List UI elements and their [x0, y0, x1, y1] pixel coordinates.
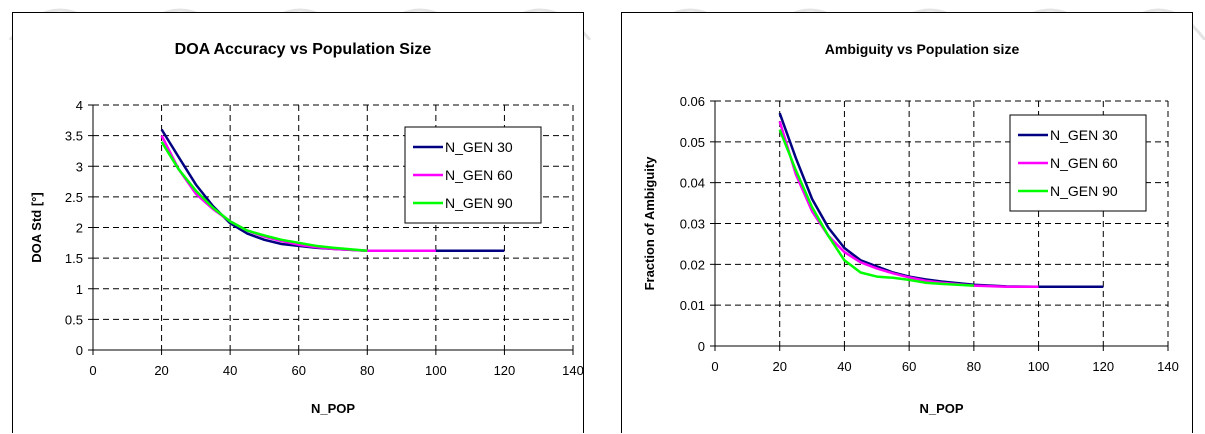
x-tick-label: 120: [494, 363, 516, 378]
legend-label: N_GEN 90: [1050, 183, 1118, 199]
y-tick-label: 2.5: [65, 190, 83, 205]
x-axis-label: N_POP: [311, 401, 355, 416]
x-tick-label: 0: [711, 359, 718, 374]
legend-label: N_GEN 60: [445, 167, 513, 183]
y-tick-label: 0.04: [680, 176, 705, 191]
x-tick-label: 60: [291, 363, 305, 378]
x-tick-label: 20: [772, 359, 786, 374]
chart-panel-ambiguity: Ambiguity vs Population size 0 20 40 60 80 100…: [621, 12, 1193, 433]
y-tick-label: 3.5: [65, 129, 83, 144]
x-tick-label: 40: [223, 363, 237, 378]
chart-title: Ambiguity vs Population size: [825, 41, 1020, 57]
ambiguity-chart: Ambiguity vs Population size 0 20 40 60 80 100…: [642, 41, 1179, 416]
y-axis-label: DOA Std [°]: [29, 192, 44, 262]
y-tick-label: 2: [76, 221, 83, 236]
x-axis-label: N_POP: [919, 401, 963, 416]
y-tick-label: 0: [698, 339, 705, 354]
y-tick-label: 0.05: [680, 135, 705, 150]
x-tick-label: 0: [89, 363, 96, 378]
legend: N_GEN 30 N_GEN 60 N_GEN 90: [1009, 114, 1147, 212]
y-tick-label: 1.5: [65, 251, 83, 266]
x-tick-label: 40: [837, 359, 851, 374]
legend-label: N_GEN 30: [445, 139, 513, 155]
y-tick-label: 4: [76, 98, 83, 113]
chart-title: DOA Accuracy vs Population Size: [175, 41, 432, 58]
legend-label: N_GEN 30: [1050, 127, 1118, 143]
x-tick-label: 20: [154, 363, 168, 378]
series-line-n-gen-90: [778, 129, 974, 287]
y-axis-label: Fraction of Ambiguity: [642, 156, 657, 291]
legend-label: N_GEN 90: [445, 195, 513, 211]
y-tick-label: 0: [76, 343, 83, 358]
series-line-n-gen-90: [160, 141, 368, 253]
x-tick-label: 80: [360, 363, 374, 378]
legend-label: N_GEN 60: [1050, 155, 1118, 171]
y-tick-label: 0.5: [65, 312, 83, 327]
x-tick-label: 140: [562, 363, 584, 378]
y-tick-label: 0.01: [680, 298, 705, 313]
y-tick-label: 3: [76, 159, 83, 174]
x-tick-label: 60: [902, 359, 916, 374]
y-tick-label: 1: [76, 282, 83, 297]
x-tick-label: 140: [1157, 359, 1179, 374]
x-tick-label: 120: [1092, 359, 1114, 374]
x-tick-label: 100: [1028, 359, 1050, 374]
y-tick-label: 0.03: [680, 217, 705, 232]
y-tick-label: 0.02: [680, 257, 705, 272]
x-tick-label: 100: [425, 363, 447, 378]
legend: N_GEN 30 N_GEN 60 N_GEN 90: [404, 126, 542, 224]
chart-panel-doa-accuracy: DOA Accuracy vs Population Size 0 20 40 60 80…: [12, 12, 584, 433]
y-tick-label: 0.06: [680, 94, 705, 109]
x-tick-label: 80: [967, 359, 981, 374]
